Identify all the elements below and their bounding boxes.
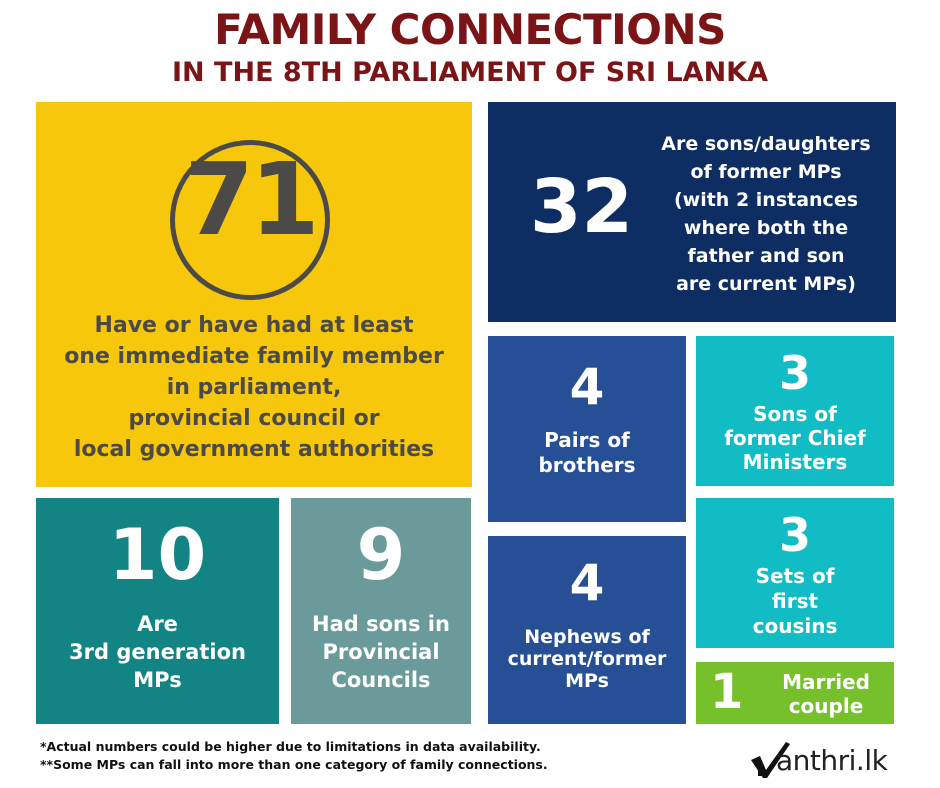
tile-number: 4 xyxy=(569,554,605,612)
tile-text: Had sons in Provincial Councils xyxy=(291,610,471,694)
tile-number: 9 xyxy=(356,514,406,596)
tile-number: 71 xyxy=(184,141,319,258)
tile-number: 10 xyxy=(108,514,207,596)
tile-line: where both the xyxy=(683,217,849,239)
tile-line: father and son xyxy=(687,245,845,267)
tile-sons-daughters: 32 Are sons/daughters of former MPs (wit… xyxy=(488,102,896,322)
tile-line: Sets of xyxy=(755,564,835,588)
tile-line: Councils xyxy=(331,668,431,692)
page-title: FAMILY CONNECTIONS xyxy=(214,5,726,54)
tile-text: Nephews of current/former MPs xyxy=(488,626,686,692)
tile-text: Are sons/daughters of former MPs (with 2… xyxy=(646,130,886,298)
tile-line: Pairs of xyxy=(544,428,630,452)
tile-text: Are 3rd generation MPs xyxy=(36,610,279,694)
footnote-1: *Actual numbers could be higher due to l… xyxy=(40,739,541,754)
tile-line: Sons of xyxy=(753,402,837,426)
tile-text: Pairs of brothers xyxy=(488,428,686,478)
tile-number: 1 xyxy=(710,664,744,720)
tile-line: former Chief xyxy=(724,426,866,450)
tile-line: of former MPs xyxy=(690,161,842,183)
tile-text: Married couple xyxy=(768,670,884,718)
tile-line: MPs xyxy=(565,670,609,692)
tile-line: first xyxy=(771,589,819,613)
tile-line: Ministers xyxy=(742,450,848,474)
tile-line: one immediate family member xyxy=(64,344,444,369)
tile-line: Are xyxy=(137,612,178,636)
tile-line: local government authorities xyxy=(73,437,435,462)
tile-third-generation: 10 Are 3rd generation MPs xyxy=(36,498,279,724)
tile-number: 3 xyxy=(778,346,811,400)
tile-number: 3 xyxy=(778,508,811,562)
tile-line: 3rd generation xyxy=(69,640,246,664)
tile-number: 32 xyxy=(530,164,633,250)
footnote-2: **Some MPs can fall into more than one c… xyxy=(40,757,548,772)
number-circle xyxy=(170,140,330,300)
page-subtitle: IN THE 8TH PARLIAMENT OF SRI LANKA xyxy=(172,57,768,88)
tile-line: Had sons in xyxy=(312,612,450,636)
checkmark-m-icon xyxy=(751,742,790,778)
tile-nephews: 4 Nephews of current/former MPs xyxy=(488,536,686,724)
tile-line: are current MPs) xyxy=(676,273,856,295)
tile-line: couple xyxy=(788,694,864,718)
tile-cousins: 3 Sets of first cousins xyxy=(696,498,894,648)
tile-line: provincial council or xyxy=(128,406,380,431)
tile-line: Are sons/daughters xyxy=(661,133,871,155)
tile-number: 4 xyxy=(569,358,605,416)
tile-line: Have or have had at least xyxy=(94,313,414,338)
tile-brothers: 4 Pairs of brothers xyxy=(488,336,686,522)
tile-text: Sons of former Chief Ministers xyxy=(696,402,894,474)
tile-line: in parliament, xyxy=(166,375,342,400)
manthri-logo[interactable]: anthri.lk xyxy=(748,738,898,782)
tile-line: cousins xyxy=(752,614,838,638)
tile-provincial-sons: 9 Had sons in Provincial Councils xyxy=(291,498,471,724)
tile-line: brothers xyxy=(538,453,636,477)
tile-text: Sets of first cousins xyxy=(696,564,894,639)
tile-text: Have or have had at least one immediate … xyxy=(36,310,472,465)
tile-line: (with 2 instances xyxy=(673,189,859,211)
tile-chief-ministers: 3 Sons of former Chief Ministers xyxy=(696,336,894,486)
tile-line: current/former xyxy=(507,648,667,670)
tile-immediate-family: 71 Have or have had at least one immedia… xyxy=(36,102,472,487)
tile-married-couple: 1 Married couple xyxy=(696,662,894,724)
tile-line: Provincial xyxy=(322,640,440,664)
tile-line: MPs xyxy=(133,668,182,692)
tile-line: Nephews of xyxy=(524,626,650,648)
tile-line: Married xyxy=(782,670,870,694)
logo-text: anthri.lk xyxy=(776,744,888,777)
